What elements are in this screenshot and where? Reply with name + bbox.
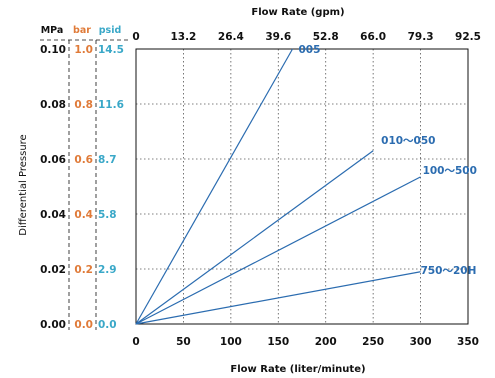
x-tick-label-top: 26.4 bbox=[218, 31, 244, 43]
plot-frame bbox=[135, 48, 469, 325]
x-tick-label-top: 39.6 bbox=[265, 31, 291, 43]
y-tick-label-bar: 0.0 bbox=[74, 319, 93, 331]
x-axis-title-top: Flow Rate (gpm) bbox=[251, 7, 344, 18]
y-tick-label-mpa: 0.06 bbox=[40, 154, 66, 166]
y-tick-label-psid: 14.5 bbox=[98, 44, 124, 56]
x-tick-label-bottom: 300 bbox=[410, 336, 432, 348]
grid-lines bbox=[136, 48, 469, 324]
unit-header-mpa: MPa bbox=[41, 25, 64, 36]
unit-header-psid: psid bbox=[99, 25, 122, 36]
x-tick-label-top: 13.2 bbox=[170, 31, 196, 43]
tick-labels: 0 50 100 150 200 250 300 350 0 13.2 26.4 39.6 52.8 66… bbox=[40, 31, 481, 348]
x-tick-label-top: 92.5 bbox=[455, 31, 481, 43]
series-label-1: 010～050 bbox=[381, 135, 435, 147]
x-tick-label-bottom: 350 bbox=[457, 336, 479, 348]
x-tick-label-top: 66.0 bbox=[360, 31, 386, 43]
x-tick-label-bottom: 200 bbox=[315, 336, 337, 348]
x-tick-label-bottom: 50 bbox=[176, 336, 191, 348]
x-axis-title-bottom: Flow Rate (liter/minute) bbox=[230, 364, 365, 375]
y-tick-label-bar: 0.2 bbox=[74, 264, 93, 276]
y-tick-label-mpa: 0.10 bbox=[40, 44, 66, 56]
y-tick-label-bar: 1.0 bbox=[74, 44, 93, 56]
y-tick-label-bar: 0.6 bbox=[74, 154, 93, 166]
series-line-1 bbox=[135, 150, 374, 325]
series-line-3 bbox=[135, 271, 421, 325]
unit-header-bar: bar bbox=[73, 25, 91, 36]
series-label-2: 100～500 bbox=[423, 165, 477, 177]
series-line-2 bbox=[135, 176, 421, 325]
unit-headers: MPa bar psid bbox=[41, 25, 122, 36]
y-tick-label-psid: 0.0 bbox=[98, 319, 117, 331]
x-tick-label-top: 79.3 bbox=[408, 31, 434, 43]
series-lines bbox=[135, 48, 421, 325]
x-tick-label-top: 0 bbox=[132, 31, 139, 43]
x-tick-label-bottom: 0 bbox=[132, 336, 139, 348]
y-tick-label-psid: 11.6 bbox=[98, 99, 124, 111]
series-label-3: 750～20H bbox=[421, 265, 477, 277]
y-tick-label-mpa: 0.02 bbox=[40, 264, 66, 276]
y-tick-label-mpa: 0.08 bbox=[40, 99, 66, 111]
x-tick-label-bottom: 100 bbox=[220, 336, 242, 348]
series-label-0: 005 bbox=[299, 44, 321, 56]
y-tick-label-psid: 8.7 bbox=[98, 154, 117, 166]
series-line-0 bbox=[135, 48, 294, 325]
series-labels: 005 010～050 100～500 750～20H bbox=[299, 44, 477, 277]
x-tick-label-top: 52.8 bbox=[313, 31, 339, 43]
x-tick-label-bottom: 150 bbox=[267, 336, 289, 348]
y-tick-label-bar: 0.8 bbox=[74, 99, 93, 111]
x-tick-label-bottom: 250 bbox=[362, 336, 384, 348]
y-tick-label-psid: 5.8 bbox=[98, 209, 117, 221]
axes bbox=[40, 39, 469, 330]
y-tick-label-bar: 0.4 bbox=[74, 209, 93, 221]
y-axis-title: Differential Pressure bbox=[18, 134, 29, 235]
y-tick-label-mpa: 0.04 bbox=[40, 209, 66, 221]
y-tick-label-psid: 2.9 bbox=[98, 264, 117, 276]
y-tick-label-mpa: 0.00 bbox=[40, 319, 66, 331]
